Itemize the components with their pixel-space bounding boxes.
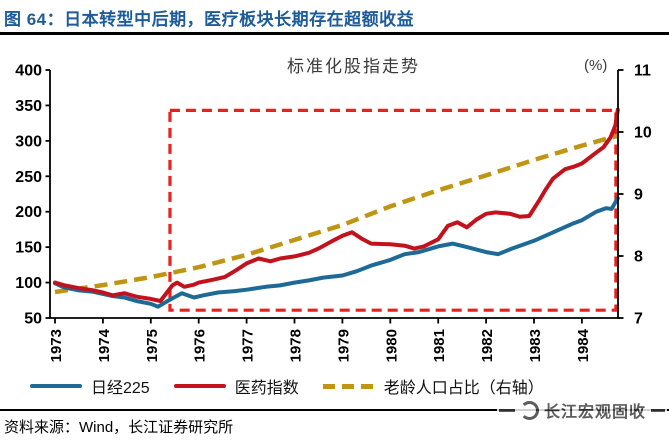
- watermark-text: 长江宏观固收: [543, 404, 646, 421]
- legend-item-nikkei225: 日经225: [30, 374, 150, 398]
- x-tick-label: 1983: [527, 329, 544, 362]
- axes: [45, 69, 624, 324]
- x-tick-label: 1978: [288, 329, 305, 362]
- right-tick-label: 11: [634, 63, 651, 80]
- nikkei225-line-sample-icon: [30, 384, 82, 388]
- chart-title: 标准化股指走势: [287, 57, 420, 76]
- axis-labels: 400 350 300 250 200 150 100 50 11 10 9 8 7 1973 1974 19…: [15, 63, 652, 363]
- x-tick-label: 1976: [192, 329, 209, 362]
- legend-label-aging-ratio: 老龄人口占比（右轴）: [383, 380, 544, 397]
- x-tick-label: 1973: [48, 329, 65, 362]
- series-line-aging-population-ratio: [54, 133, 619, 295]
- right-tick-label: 10: [634, 125, 652, 142]
- left-tick-label: 300: [15, 133, 42, 150]
- right-tick-label: 9: [634, 187, 643, 204]
- changjiang-logo-icon: [519, 400, 539, 420]
- top-divider: [0, 32, 669, 35]
- x-tick-label: 1974: [96, 328, 113, 362]
- legend-item-aging-ratio: 老龄人口占比（右轴）: [322, 374, 544, 398]
- bottom-divider: [0, 409, 669, 411]
- highlight-box: [168, 108, 618, 312]
- left-tick-label: 250: [15, 169, 42, 186]
- left-tick-label: 400: [15, 63, 42, 80]
- left-tick-label: 150: [15, 240, 42, 257]
- aging-ratio-dashed-sample-icon: [322, 383, 375, 389]
- figure-title: 图 64：日本转型中后期，医疗板块长期存在超额收益: [4, 10, 415, 29]
- left-tick-label: 100: [15, 275, 42, 292]
- source-note: 资料来源：Wind，长江证券研究所: [4, 419, 234, 436]
- x-tick-label: 1982: [479, 329, 496, 362]
- right-tick-label: 7: [634, 311, 643, 328]
- watermark-right-line: [651, 408, 665, 412]
- left-tick-label: 50: [24, 311, 42, 328]
- pharma-index-line-sample-icon: [173, 384, 226, 388]
- series-line-pharma-index: [53, 107, 620, 303]
- x-tick-label: 1979: [335, 329, 352, 362]
- series-line-nikkei225: [53, 196, 620, 309]
- x-tick-label: 1975: [144, 329, 161, 362]
- right-axis-unit-label: (%): [584, 57, 608, 74]
- x-tick-label: 1977: [240, 329, 257, 362]
- watermark-left-line: [498, 408, 515, 412]
- x-tick-label: 1980: [383, 329, 400, 362]
- left-tick-label: 350: [15, 98, 42, 115]
- right-tick-label: 8: [634, 249, 643, 266]
- legend-item-pharma-index: 医药指数: [173, 374, 299, 398]
- watermark-changjiang: 长江宏观固收: [496, 396, 667, 424]
- x-tick-label: 1984: [575, 328, 592, 362]
- legend-label-nikkei225: 日经225: [91, 380, 150, 397]
- legend-label-pharma-index: 医药指数: [234, 380, 299, 397]
- legend: 日经225 医药指数 老龄人口占比（右轴）: [30, 374, 544, 398]
- left-tick-label: 200: [15, 204, 42, 221]
- x-tick-label: 1981: [431, 329, 448, 362]
